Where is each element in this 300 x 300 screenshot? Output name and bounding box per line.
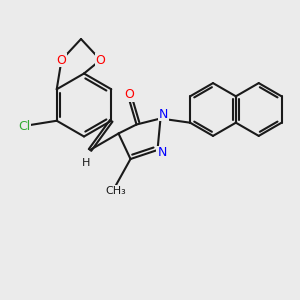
Text: O: O — [57, 53, 66, 67]
Text: N: N — [159, 107, 168, 121]
Text: Cl: Cl — [18, 119, 30, 133]
Text: O: O — [96, 53, 105, 67]
Text: O: O — [124, 88, 134, 101]
Text: N: N — [157, 146, 167, 160]
Text: H: H — [82, 158, 91, 169]
Text: CH₃: CH₃ — [105, 185, 126, 196]
